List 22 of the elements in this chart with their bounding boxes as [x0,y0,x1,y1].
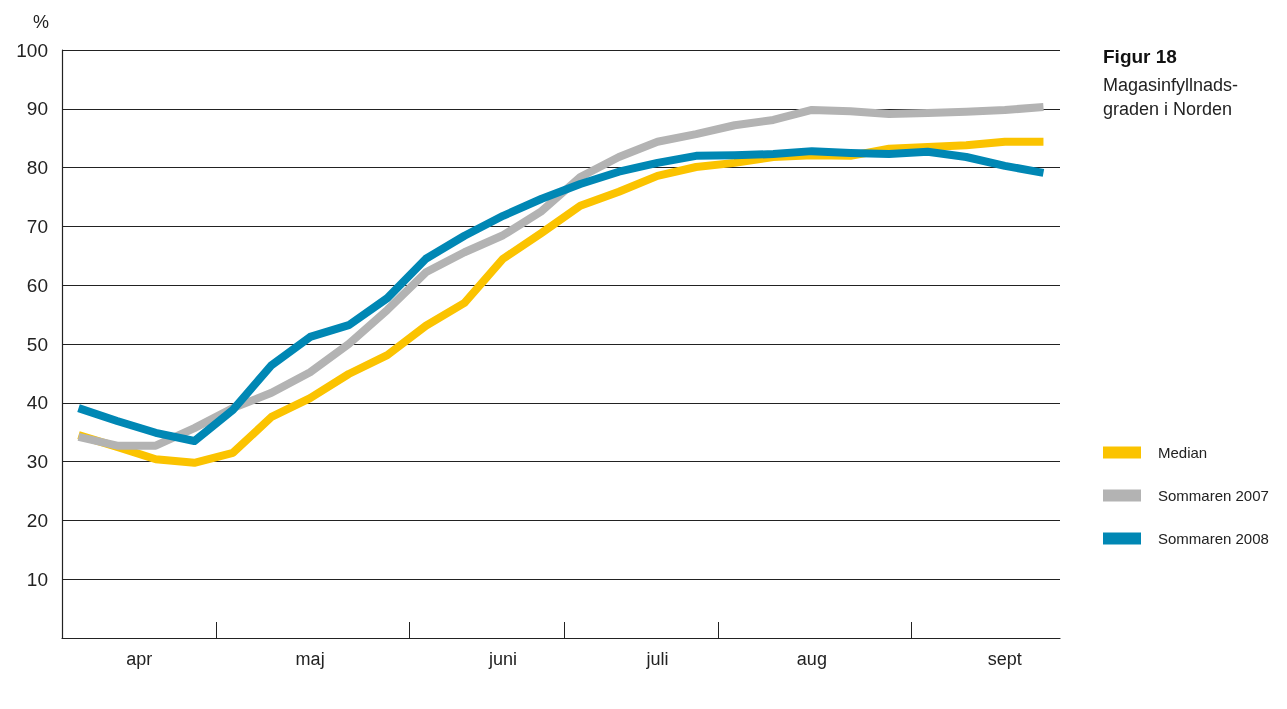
x-tick-label: juni [488,649,518,669]
x-tick-label: sept [987,649,1022,669]
y-tick-label: 50 [26,333,48,355]
y-tick-label: 70 [26,215,48,237]
x-tick-label: aug [796,649,827,669]
x-tick-label: juli [645,649,669,669]
x-tick-label: apr [126,649,153,669]
legend-label: Median [1158,444,1208,461]
legend-label: Sommaren 2008 [1158,530,1269,547]
y-axis-title: % [33,12,50,32]
y-tick-label: 90 [26,98,48,120]
y-tick-label: 60 [26,274,48,296]
text: Magasinfyllnads- graden i Norden [1103,75,1239,119]
y-tick-label: 80 [26,157,48,179]
y-tick-label: 20 [26,509,48,531]
y-tick-label: 30 [26,451,48,473]
legend-label: Sommaren 2007 [1158,487,1269,504]
text: Figur 18 [1103,46,1177,67]
x-tick-label: maj [295,649,325,669]
y-tick-label: 40 [26,392,48,414]
y-tick-label: 100 [16,39,48,61]
y-tick-label: 10 [26,568,48,590]
